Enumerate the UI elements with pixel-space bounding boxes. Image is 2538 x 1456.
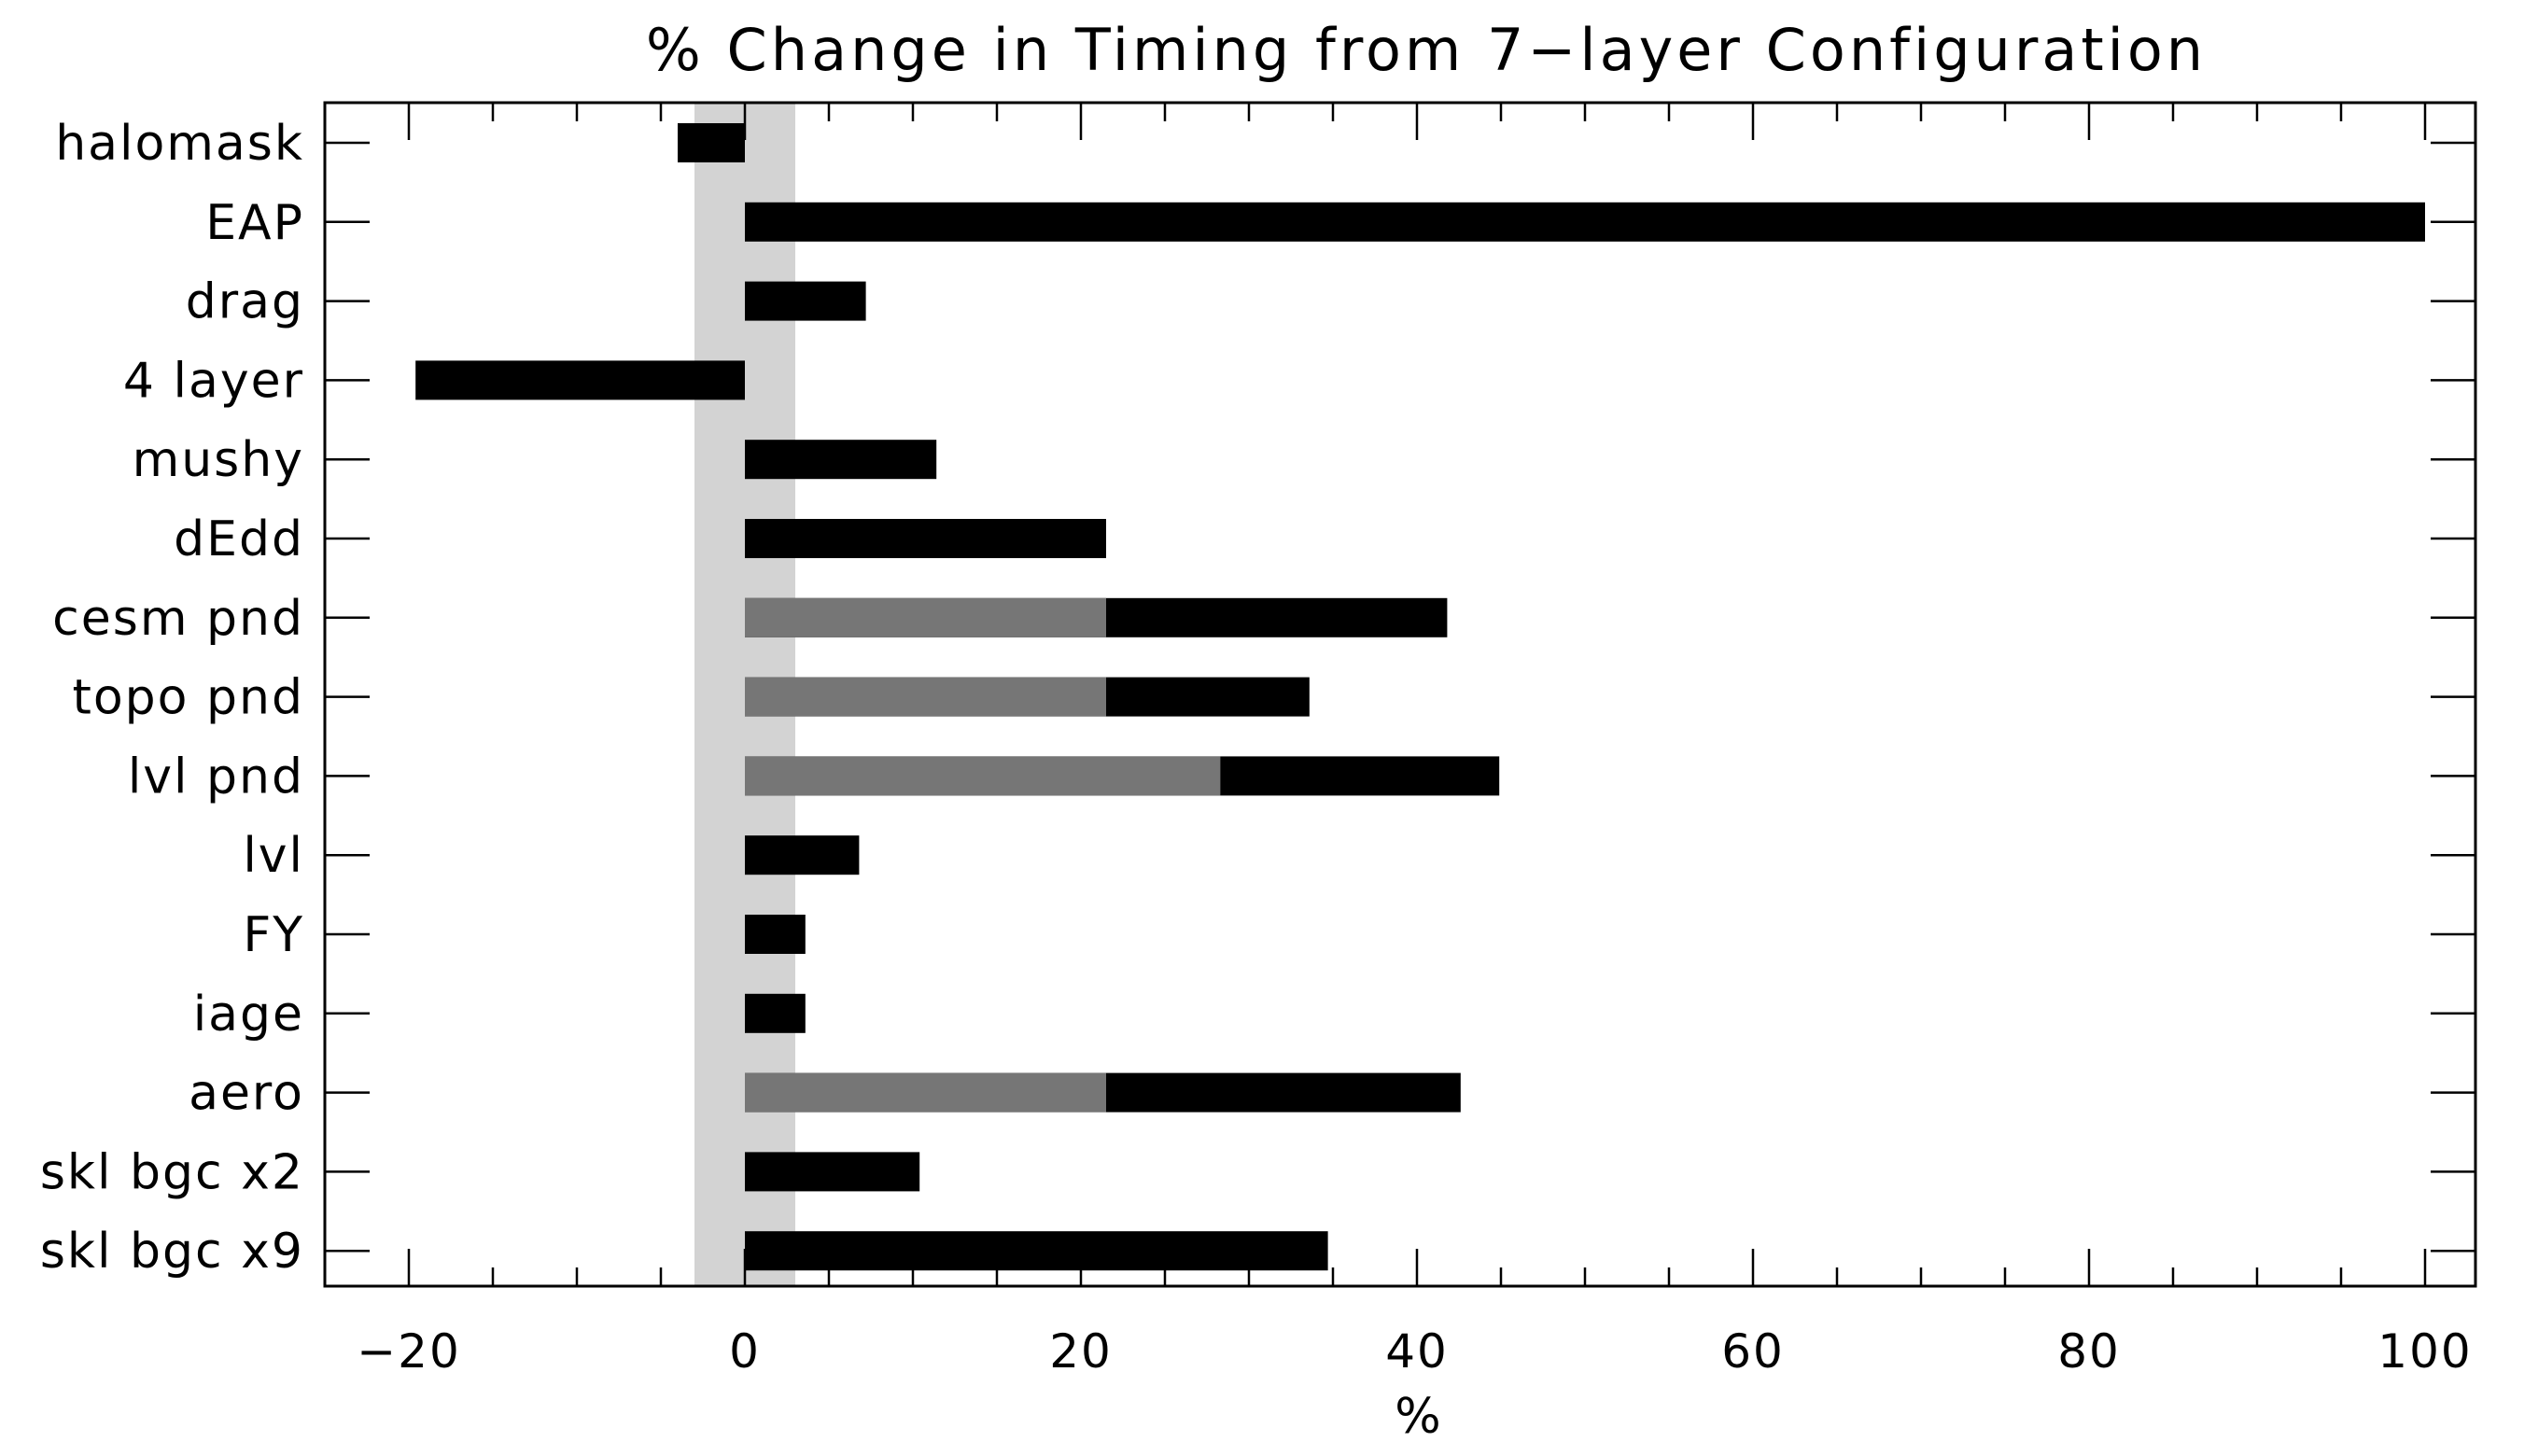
x-tick-label: 40 <box>1385 1324 1449 1379</box>
category-label: mushy <box>133 432 304 488</box>
category-label: topo pnd <box>72 670 304 726</box>
overlay-bar-topo-pnd <box>745 677 1106 717</box>
bar-skl-bgc-x9 <box>745 1231 1328 1271</box>
x-tick-label: 0 <box>729 1324 761 1379</box>
category-label: 4 layer <box>123 353 304 409</box>
category-label: iage <box>193 987 304 1043</box>
bar-iage <box>745 993 806 1033</box>
x-tick-label: 60 <box>1721 1324 1785 1379</box>
labels-layer: −20 0 20 40 60 80 100 halomask EAP drag 4 layer mus… <box>40 116 2472 1379</box>
ticks-layer <box>323 103 2475 1286</box>
x-tick-label: 80 <box>2057 1324 2121 1379</box>
bar-EAP <box>745 202 2425 242</box>
x-tick-label: 100 <box>2377 1324 2472 1379</box>
category-label: lvl <box>243 828 304 884</box>
bar-lvl <box>745 835 860 875</box>
bars-layer <box>415 123 2425 1271</box>
bar-skl-bgc-x2 <box>745 1152 920 1192</box>
x-tick-label: −20 <box>357 1324 461 1379</box>
overlay-bar-lvl-pnd <box>745 756 1221 796</box>
overlay-bar-cesm-pnd <box>745 597 1106 637</box>
category-label: FY <box>243 907 304 963</box>
category-label: cesm pnd <box>52 591 304 647</box>
x-tick-label: 20 <box>1049 1324 1113 1379</box>
category-label: aero <box>189 1066 304 1122</box>
bar-FY <box>745 915 806 954</box>
bar-dEdd <box>745 519 1106 558</box>
x-axis-label: % <box>1395 1389 1440 1445</box>
category-label: dEdd <box>174 511 304 567</box>
chart-title: % Change in Timing from 7−layer Configur… <box>646 16 2207 84</box>
bar-drag <box>745 281 866 321</box>
category-label: drag <box>186 274 304 330</box>
overlay-bar-aero <box>745 1072 1106 1113</box>
category-label: skl bgc x2 <box>40 1144 304 1200</box>
bar-halomask <box>678 123 745 162</box>
category-label: EAP <box>205 195 304 251</box>
plot-frame <box>323 101 2477 1288</box>
category-label: lvl pnd <box>128 749 304 805</box>
category-label: halomask <box>55 116 304 172</box>
category-label: skl bgc x9 <box>40 1224 304 1280</box>
bar-mushy <box>745 440 937 480</box>
bar-4-layer <box>415 360 745 400</box>
